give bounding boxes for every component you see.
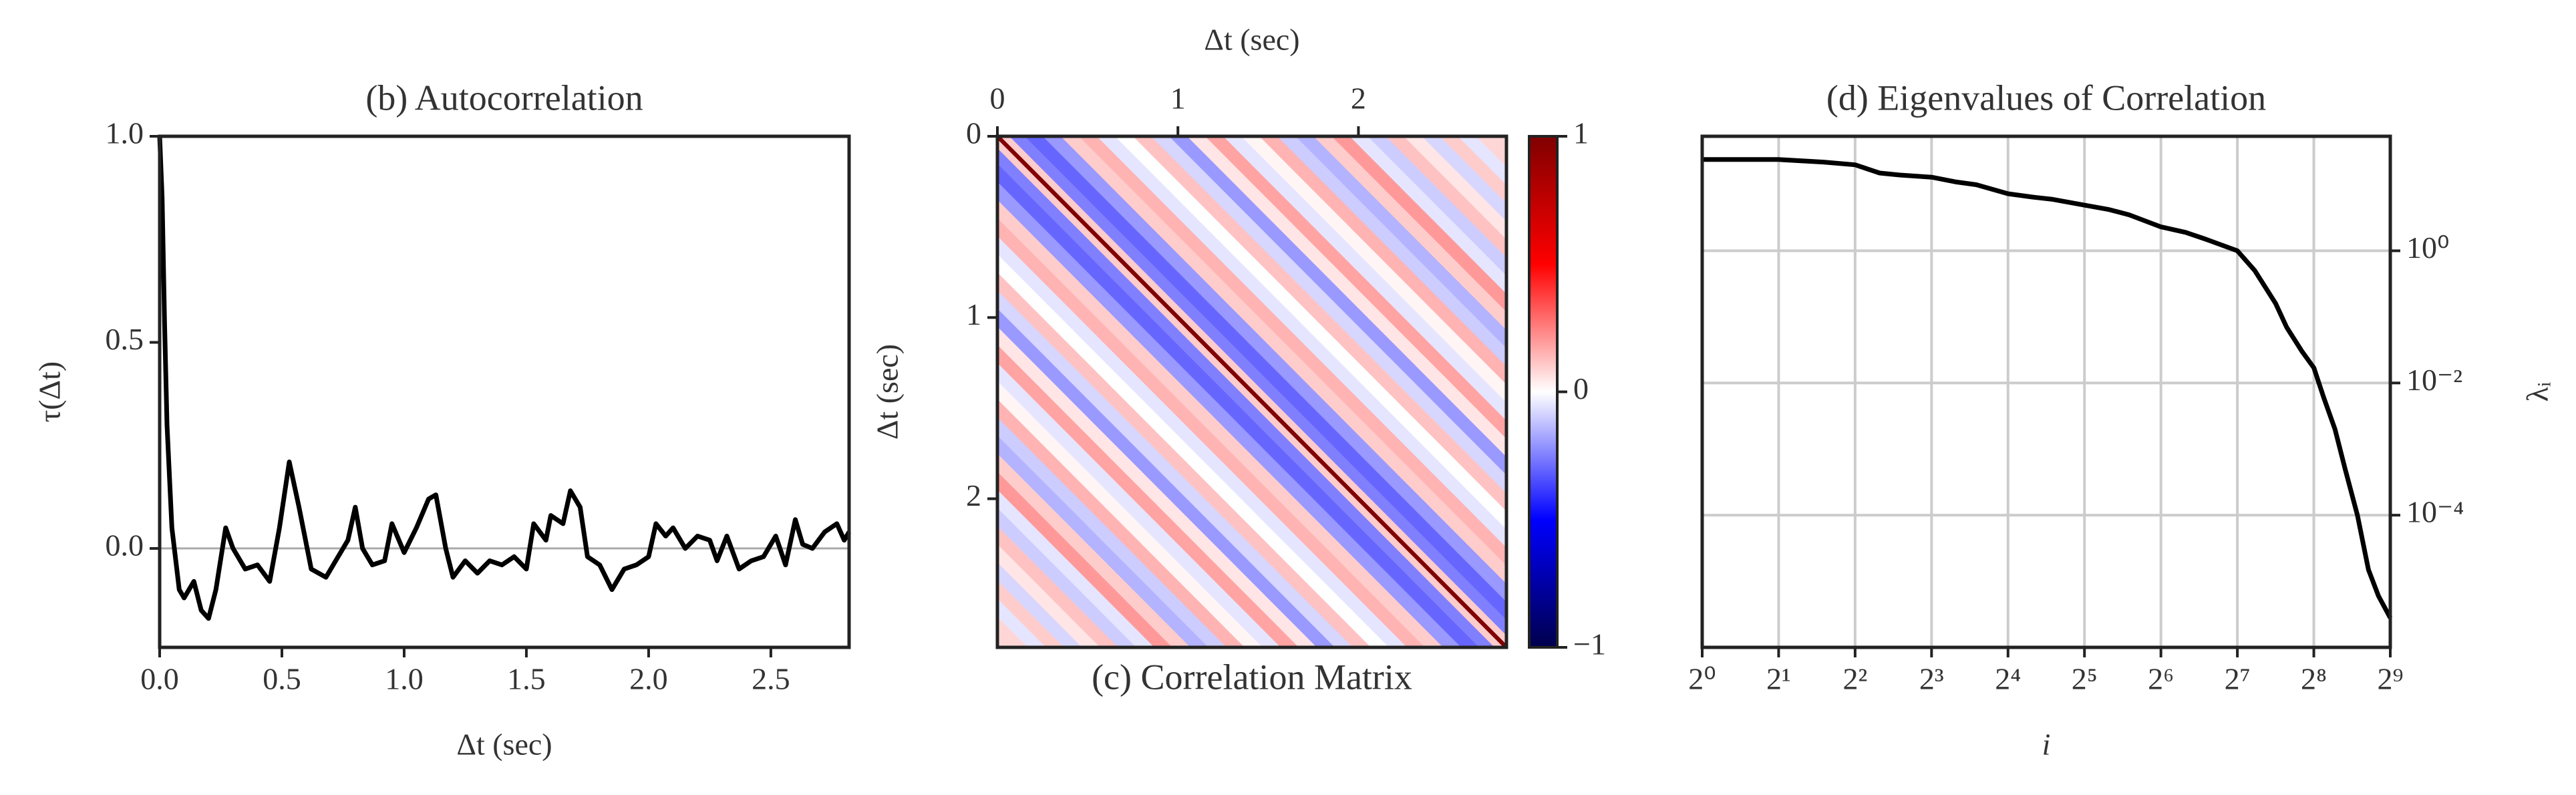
y-tick-label: 1	[966, 297, 981, 331]
x-tick-label: 0.5	[263, 662, 301, 696]
x-axis-label: Δt (sec)	[456, 728, 552, 762]
x-tick-label: 2⁴	[1995, 662, 2021, 696]
x-tick-label: 2¹	[1766, 662, 1791, 696]
x-tick-label: 2⁵	[2072, 662, 2098, 696]
x-tick-label: 0	[990, 82, 1005, 116]
x-tick-label: 1	[1170, 82, 1186, 116]
axes-frame	[1700, 134, 2392, 649]
y-tick-label: 10⁰	[2406, 230, 2449, 265]
colorbar-tick-label: 1	[1573, 116, 1589, 150]
axes-frame	[158, 134, 851, 649]
y-axis-label: Δt (sec)	[870, 344, 905, 440]
y-tick-label: 10⁻⁴	[2406, 495, 2464, 529]
x-tick-label: 2⁷	[2225, 662, 2251, 696]
data-line	[1702, 157, 2393, 619]
colorbar	[1528, 135, 1559, 649]
colorbar-tick-label: −1	[1573, 627, 1606, 661]
axes-frame	[995, 134, 1508, 649]
x-tick-label: 2⁹	[2377, 662, 2403, 696]
y-tick-label: 1.0	[106, 116, 144, 150]
y-tick-label: 0.5	[106, 322, 144, 356]
x-tick-label: 2⁰	[1688, 662, 1716, 696]
x-tick-label: 2	[1351, 82, 1366, 116]
x-axis-label: Δt (sec)	[1204, 23, 1299, 57]
chart-title: (c) Correlation Matrix	[1092, 657, 1412, 697]
heatmap	[997, 136, 1506, 647]
x-tick-label: 2.0	[629, 662, 668, 696]
x-axis-label: i	[2042, 728, 2051, 762]
x-tick-label: 1.5	[507, 662, 546, 696]
heatmap-band	[997, 136, 1506, 647]
y-tick-label: 0	[966, 116, 981, 150]
x-tick-label: 2³	[1919, 662, 1944, 696]
chart-title: (d) Eigenvalues of Correlation	[1826, 77, 2266, 118]
x-tick-label: 2⁶	[2148, 662, 2174, 696]
x-tick-label: 2²	[1842, 662, 1867, 696]
y-tick-label: 10⁻²	[2406, 363, 2462, 397]
chart-title: (b) Autocorrelation	[365, 77, 643, 118]
y-tick-label: 0.0	[106, 528, 144, 562]
x-tick-label: 1.0	[385, 662, 424, 696]
y-axis-label: λᵢ	[2521, 381, 2555, 402]
colorbar-tick-label: 0	[1573, 371, 1589, 406]
y-tick-label: 2	[966, 478, 981, 512]
y-axis-label: τ(Δt)	[33, 361, 67, 422]
x-tick-label: 0.0	[140, 662, 179, 696]
data-line	[157, 136, 852, 621]
x-tick-label: 2.5	[752, 662, 790, 696]
x-tick-label: 2⁸	[2301, 662, 2327, 696]
